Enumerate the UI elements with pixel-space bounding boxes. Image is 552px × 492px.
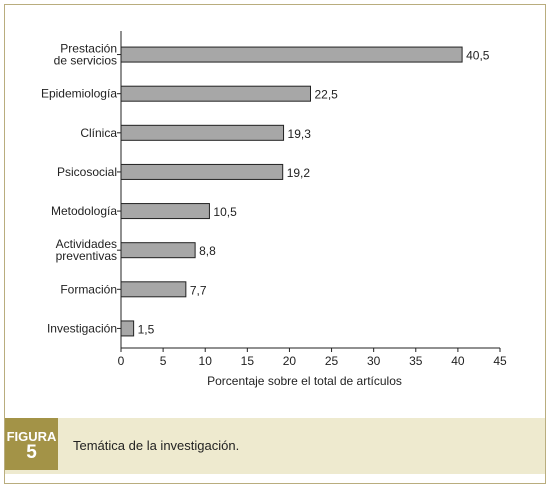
bar	[120, 85, 311, 102]
bar	[120, 281, 187, 298]
bar-value-label: 1,5	[138, 322, 155, 336]
bar	[120, 46, 463, 63]
bar-value-label: 7,7	[190, 283, 207, 297]
x-tick-label: 35	[409, 354, 423, 368]
bar-value-label: 19,3	[288, 127, 312, 141]
category-label: Formación	[60, 282, 117, 296]
bar	[120, 163, 284, 180]
bar-value-label: 19,2	[287, 166, 311, 180]
bar-value-label: 10,5	[213, 205, 237, 219]
x-tick-label: 10	[199, 354, 213, 368]
bar-value-label: 8,8	[199, 244, 216, 258]
bar	[120, 203, 210, 220]
x-axis-title: Porcentaje sobre el total de artículos	[207, 374, 402, 388]
figure-number: 5	[26, 442, 37, 463]
category-label: Investigación	[47, 321, 117, 335]
x-tick-label: 0	[118, 354, 125, 368]
x-tick-label: 30	[367, 354, 381, 368]
figure-label: FIGURA	[6, 429, 57, 444]
category-label: Actividades preventivas	[56, 237, 117, 263]
bar-value-label: 22,5	[315, 88, 339, 102]
x-tick-label: 25	[325, 354, 339, 368]
x-tick-label: 5	[160, 354, 167, 368]
figure-caption: Temática de la investigación.	[73, 438, 240, 453]
caption-bar: FIGURA 5 Temática de la investigación.	[5, 418, 545, 474]
bar	[120, 320, 135, 337]
figure-frame: 0 5 10 15 20 25 30 35 40 45 Porcentaje sobre el to…	[4, 4, 546, 484]
category-label: Prestación de servicios	[54, 42, 117, 68]
bar-chart: 0 5 10 15 20 25 30 35 40 45 Porcentaje sobre el to…	[41, 31, 507, 388]
category-label: Metodología	[51, 204, 117, 218]
x-tick-label: 45	[493, 354, 507, 368]
bar	[120, 124, 285, 141]
bar	[120, 242, 196, 259]
category-label: Psicosocial	[57, 165, 117, 179]
bar-value-label: 40,5	[466, 49, 490, 63]
x-tick-label: 20	[283, 354, 297, 368]
x-tick-label: 40	[451, 354, 465, 368]
category-label: Clínica	[80, 126, 117, 140]
category-label: Epidemiología	[41, 87, 117, 101]
figure-badge: FIGURA 5	[5, 418, 58, 470]
x-tick-label: 15	[241, 354, 255, 368]
